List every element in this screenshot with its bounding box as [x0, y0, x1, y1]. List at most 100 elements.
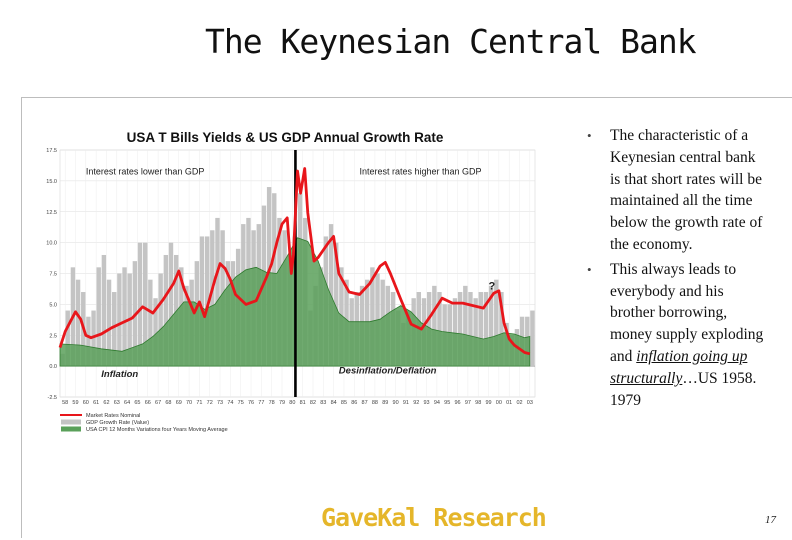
x-tick-label: 73 [217, 400, 223, 406]
legend-label: GDP Growth Rate (Value) [86, 420, 149, 426]
gdp-bar [457, 292, 463, 367]
slide-title: The Keynesian Central Bank [205, 22, 697, 61]
x-tick-label: 00 [496, 400, 502, 406]
gdp-bar [334, 242, 339, 367]
x-tick-label: 97 [465, 400, 471, 406]
chart-annotation: Interest rates higher than GDP [359, 167, 481, 177]
gdp-bar [168, 242, 174, 367]
x-tick-label: 81 [300, 400, 306, 406]
chart-annotation: Desinflation/Deflation [339, 366, 437, 377]
x-axis-ticks: 58 59 60 61 62 63 64 65 66 67 68 69 70 71 72 73 74 75 76 77… [62, 400, 533, 406]
y-tick-label: 10.0 [46, 241, 57, 247]
chart-annotation: ? [489, 281, 496, 293]
legend-swatch [61, 419, 81, 425]
gdp-bar [494, 279, 499, 367]
page-number: 17 [765, 514, 776, 526]
gdp-bar [210, 230, 215, 367]
gdp-bar [530, 310, 535, 367]
gdp-bar [370, 267, 375, 367]
chart-annotations: Interest rates lower than GDP Interest ra… [86, 167, 496, 381]
gdp-bar [468, 292, 473, 367]
x-tick-label: 79 [279, 400, 285, 406]
bullet-marker: • [587, 261, 592, 277]
x-tick-label: 82 [310, 400, 316, 406]
legend-label: USA CPI 12 Months Variations four Years … [86, 427, 228, 433]
rate-line-group [58, 167, 531, 356]
y-tick-label: 5.0 [49, 302, 57, 308]
gdp-bar [432, 285, 437, 367]
x-tick-label: 89 [382, 400, 388, 406]
gdp-bar [86, 316, 91, 367]
bullet-item-1: • The characteristic of a Keynesian cent… [587, 125, 767, 256]
chart: USA T Bills Yields & US GDP Annual Growt… [46, 130, 536, 433]
bullet-marker: • [587, 128, 592, 143]
x-tick-label: 88 [372, 400, 378, 406]
gdp-bar [488, 285, 494, 367]
bullet-list: • The characteristic of a Keynesian cent… [587, 125, 767, 414]
legend-swatch [61, 426, 81, 432]
y-tick-label: 17.5 [46, 148, 57, 154]
legend-label: Market Rates Nominal [86, 413, 140, 419]
x-tick-label: 86 [351, 400, 357, 406]
bullet-text-1: The characteristic of a Keynesian centra… [610, 127, 763, 253]
y-tick-label: 7.5 [49, 272, 57, 278]
x-tick-label: 58 [62, 400, 68, 406]
gdp-bar [75, 279, 81, 367]
x-tick-label: 60 [83, 400, 89, 406]
x-tick-label: 83 [320, 400, 326, 406]
x-tick-label: 70 [186, 400, 192, 406]
gdp-bar [499, 292, 504, 367]
x-tick-label: 71 [196, 400, 202, 406]
x-tick-label: 87 [362, 400, 368, 406]
x-tick-label: 69 [176, 400, 182, 406]
gdp-bar [112, 292, 117, 367]
gdp-bar [65, 310, 70, 367]
x-tick-label: 93 [424, 400, 430, 406]
gdp-bar [158, 273, 163, 367]
bullet-text-2b: …US 1958. 1979 [610, 369, 757, 409]
y-tick-label: -2.5 [48, 395, 57, 401]
gdp-bar [199, 236, 205, 367]
gdp-bar [483, 292, 489, 367]
gdp-bar [204, 236, 210, 367]
gdp-bar [91, 310, 96, 367]
gdp-bar [106, 279, 112, 367]
x-tick-label: 80 [289, 400, 295, 406]
x-tick-label: 76 [248, 400, 254, 406]
gdp-bar [101, 254, 107, 367]
x-tick-label: 85 [341, 400, 347, 406]
gdp-bar [473, 298, 478, 367]
gdp-bar [437, 292, 442, 367]
gdp-bar [215, 217, 220, 367]
x-tick-label: 78 [269, 400, 275, 406]
x-tick-label: 98 [475, 400, 481, 406]
x-tick-label: 65 [134, 400, 140, 406]
x-tick-label: 99 [485, 400, 491, 406]
x-tick-label: 63 [114, 400, 120, 406]
brand-logo-text: GaveKal Research [321, 503, 547, 532]
gdp-bar [153, 298, 158, 367]
x-tick-label: 59 [72, 400, 78, 406]
x-tick-label: 72 [207, 400, 213, 406]
x-tick-label: 77 [258, 400, 264, 406]
gdp-bar [148, 279, 153, 367]
gdp-bar [117, 273, 122, 367]
gdp-bar [463, 285, 468, 367]
market-rate-line [58, 167, 531, 356]
gdp-bar [163, 254, 169, 367]
y-tick-label: 15.0 [46, 179, 57, 185]
x-tick-label: 94 [434, 400, 440, 406]
bullet-text-2a: This always leads to everybody and his b… [610, 260, 764, 365]
x-tick-label: 68 [165, 400, 171, 406]
y-axis-ticks: 17.5 15.0 12.5 10.0 7.5 5.0 2.5 0.0 -2.5 [46, 148, 57, 401]
gdp-bar [142, 242, 148, 367]
x-tick-label: 66 [145, 400, 151, 406]
chart-annotation: Interest rates lower than GDP [86, 167, 205, 177]
x-tick-label: 74 [227, 400, 233, 406]
x-tick-label: 75 [238, 400, 244, 406]
gdp-bar [452, 298, 458, 367]
y-tick-label: 12.5 [46, 210, 57, 216]
chart-title: USA T Bills Yields & US GDP Annual Growt… [127, 130, 444, 145]
gdp-bar [137, 242, 143, 367]
